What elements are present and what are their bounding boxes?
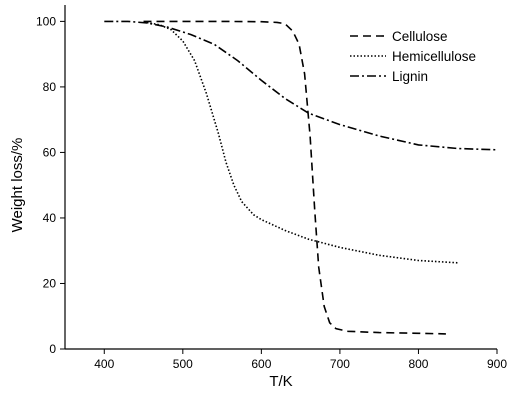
plot-series [104,20,498,335]
y-tick-label: 20 [43,276,57,290]
y-tick-label: 0 [49,342,56,356]
legend-label-lignin: Lignin [392,69,428,84]
legend-label-cellulose: Cellulose [392,29,448,44]
y-axis-title: Weight loss/% [9,138,26,233]
x-tick-label: 800 [408,357,428,371]
x-tick-label: 600 [251,357,271,371]
series-line-lignin [104,20,498,151]
legend-label-hemicellulose: Hemicellulose [392,49,476,64]
x-tick-label: 700 [330,357,350,371]
series-line-cellulose [143,20,446,335]
legend: Cellulose Hemicellulose Lignin [350,29,476,84]
x-tick-label: 500 [173,357,193,371]
x-tick-label: 900 [487,357,507,371]
y-tick-label: 40 [43,211,57,225]
x-ticks: 400 500 600 700 800 900 [94,349,507,371]
y-axis: 0 20 40 60 80 100 Weight loss/% [9,5,66,356]
y-ticks: 0 20 40 60 80 100 [36,14,65,356]
series-line-hemicellulose [143,21,458,264]
y-tick-label: 80 [43,80,57,94]
y-tick-label: 100 [36,14,56,28]
x-axis: 400 500 600 700 800 900 T/K [65,348,507,390]
x-tick-label: 400 [94,357,114,371]
y-tick-label: 60 [43,145,57,159]
x-axis-title: T/K [269,373,292,390]
